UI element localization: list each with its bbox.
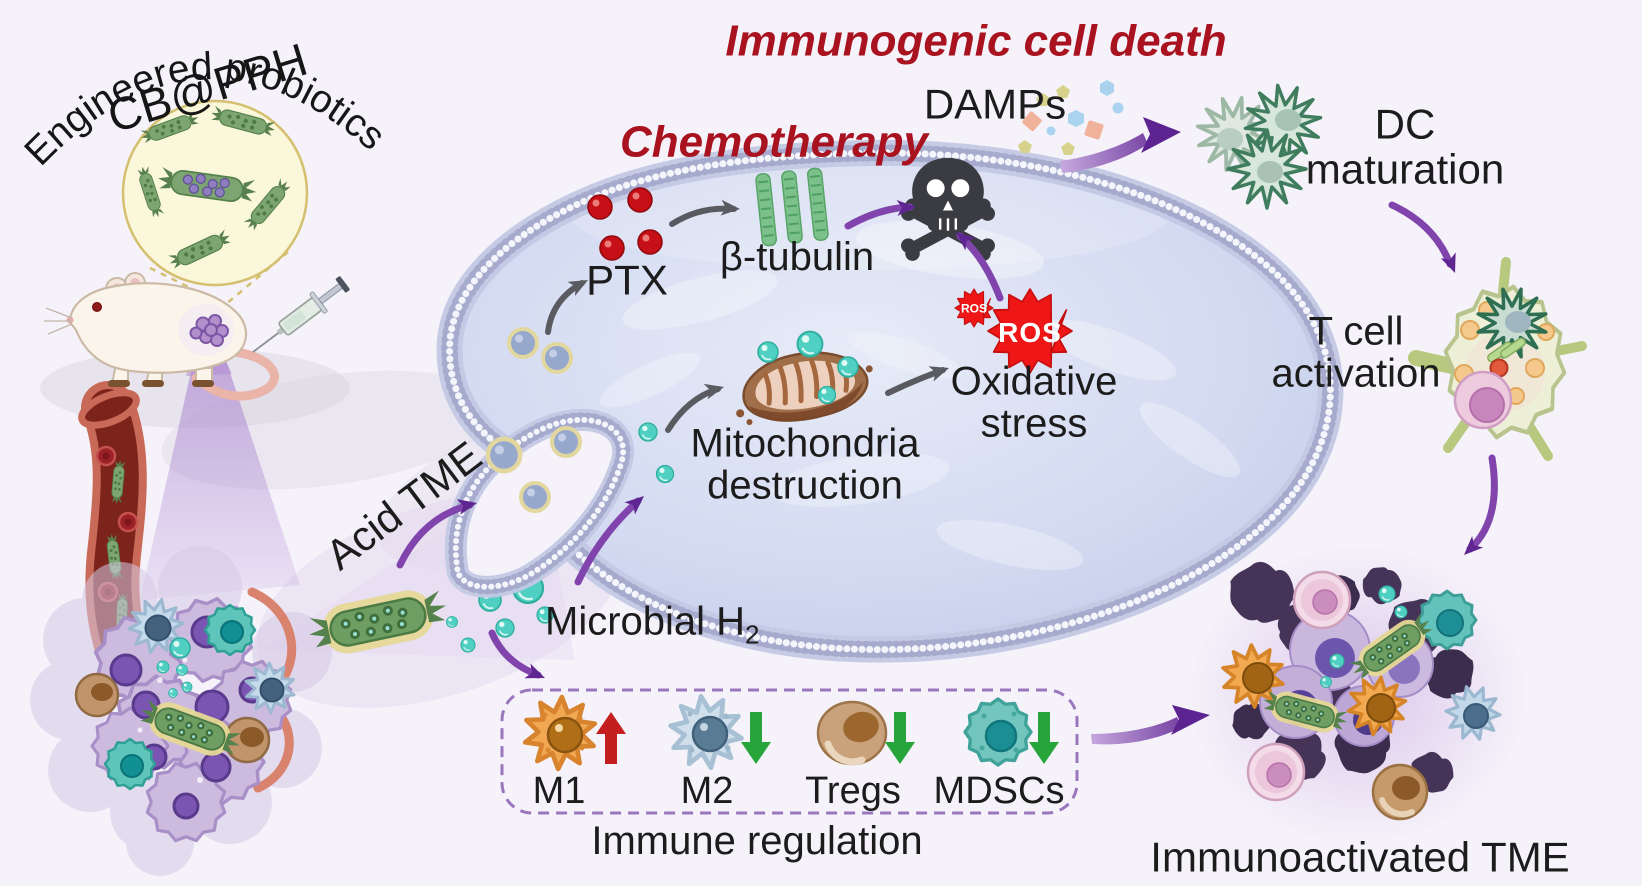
- immune-regulation-panel: [500, 688, 1079, 815]
- immunogenic-cell-death-label: Immunogenic cell death: [725, 16, 1227, 66]
- beta-tubulin-label: β-tubulin: [719, 234, 875, 279]
- dendritic-cells: [1190, 80, 1326, 222]
- treg-cell-tme: [1371, 763, 1429, 821]
- dc-label-line2: maturation: [1305, 145, 1505, 192]
- ros-small-label: ROS: [960, 301, 988, 316]
- mdscs-down-arrow: [1029, 712, 1059, 764]
- immunoactivated-tme-cluster: [1188, 545, 1528, 845]
- beta-tubulin-filaments: [755, 167, 829, 247]
- m1-up-arrow: [596, 712, 626, 764]
- pink-cells: [1246, 570, 1352, 802]
- tregs-down-arrow: [885, 712, 915, 764]
- tcell-line1: T cell: [1308, 309, 1404, 354]
- syringe-icon: [252, 276, 350, 353]
- tumor-cluster-left: [30, 546, 332, 876]
- panel-dashed-border: [500, 688, 1079, 815]
- tcell-activation-label: T cell activation: [1271, 309, 1441, 396]
- oxidative-line1: Oxidative: [950, 359, 1118, 404]
- tcell-line2: activation: [1271, 352, 1441, 396]
- dc-maturation-label: DC maturation: [1306, 102, 1504, 191]
- m1-cell-icon: [516, 691, 603, 776]
- mouse-eye: [92, 302, 102, 312]
- ptx-molecules: [587, 187, 663, 261]
- mdscs-cell-icon: [965, 699, 1031, 765]
- mitochondria-line2: destruction: [707, 464, 903, 508]
- chemotherapy-label: Chemotherapy: [619, 117, 929, 167]
- damps-release-arrow: [1060, 117, 1181, 173]
- mitochondria-line1: Mitochondria: [690, 421, 920, 466]
- probiotics-magnifier: [121, 99, 309, 307]
- mouse-illustration: [44, 272, 279, 401]
- mouse-tail: [191, 347, 279, 401]
- ros-label: ROS: [998, 317, 1062, 349]
- treg-like-cells: [74, 672, 271, 764]
- mouse-tumor: [178, 304, 234, 356]
- teal-cells: [105, 605, 255, 789]
- m2-label: M2: [680, 769, 734, 812]
- m2-like-cells: [120, 590, 302, 719]
- tregs-label: Tregs: [805, 769, 901, 812]
- microbial-h2-base: Microbial H: [545, 599, 746, 644]
- panel-to-tme-arrow: [1091, 705, 1210, 745]
- m1-label: M1: [532, 769, 586, 812]
- oxidative-stress-label: Oxidative stress: [950, 359, 1118, 446]
- microbial-h2-label: Microbial H2: [545, 601, 760, 650]
- tcell-activation-graphic: [1416, 262, 1582, 456]
- m1-cells-tme: [1215, 640, 1410, 739]
- mitochondria-destruction-label: Mitochondria destruction: [690, 421, 920, 508]
- ptx-label: PTX: [586, 256, 668, 304]
- immunoactivated-tme-label: Immunoactivated TME: [1150, 833, 1570, 881]
- immune-regulation-label: Immune regulation: [591, 818, 923, 863]
- m2-down-arrow: [741, 712, 771, 764]
- microbial-h2-subscript: 2: [745, 619, 760, 650]
- mdscs-label: MDSCs: [933, 769, 1065, 812]
- damps-particles: [1018, 80, 1124, 155]
- cbpph-bacterium-loaded: [155, 165, 259, 206]
- m2-cell-icon: [665, 692, 748, 772]
- tregs-cell-icon: [816, 700, 888, 766]
- oxidative-line2: stress: [980, 402, 1088, 446]
- dc-label-line1: DC: [1374, 100, 1436, 148]
- damps-label: DAMPs: [923, 80, 1067, 128]
